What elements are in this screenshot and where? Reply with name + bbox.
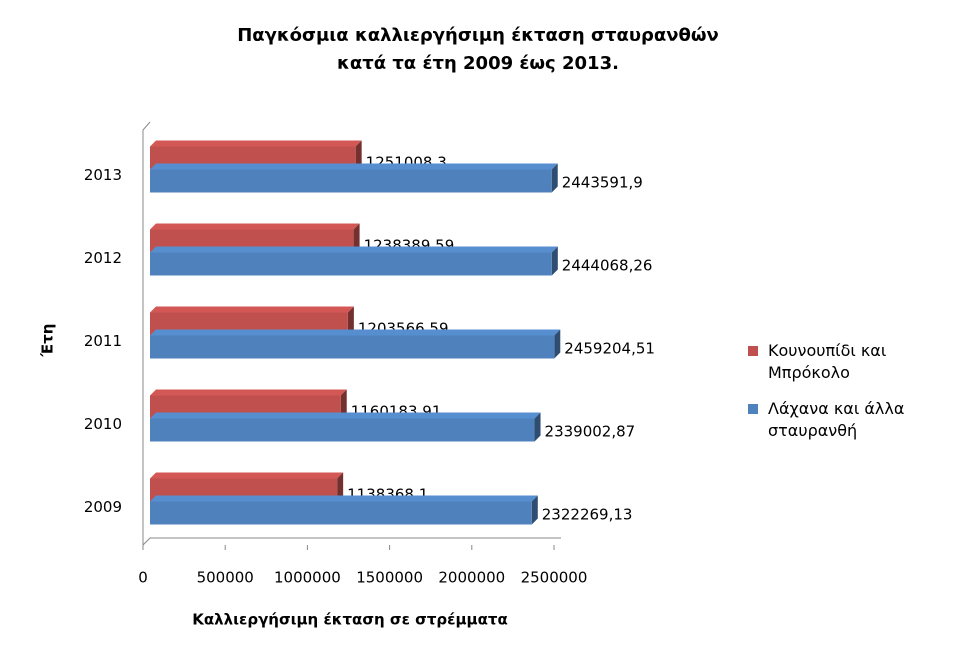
- y-tick-label: 2010: [84, 415, 122, 433]
- data-label: 2443591,9: [562, 174, 643, 192]
- bar-top: [150, 306, 354, 313]
- data-label: 2459204,51: [564, 340, 655, 358]
- bar-side: [355, 140, 362, 170]
- bar-side: [551, 246, 558, 276]
- bar-top: [150, 163, 558, 170]
- bar-side: [551, 163, 558, 193]
- axis-floor: [142, 537, 561, 546]
- legend-swatch: [748, 346, 758, 356]
- bar-side: [353, 223, 360, 253]
- y-tick-label: 2011: [84, 332, 122, 350]
- bar: [150, 252, 552, 276]
- bar-side: [534, 412, 541, 442]
- bar-top: [150, 329, 561, 336]
- legend: Κουνουπίδι και Μπρόκολο Λάχανα και άλλα σ…: [748, 340, 948, 456]
- bar-side: [337, 472, 344, 502]
- bar-top: [150, 472, 344, 479]
- legend-item: Κουνουπίδι και Μπρόκολο: [748, 340, 948, 384]
- bar-top: [150, 246, 558, 253]
- legend-item: Λάχανα και άλλα σταυρανθή: [748, 398, 948, 442]
- x-tick-label: 0: [138, 569, 148, 587]
- data-label: 2339002,87: [545, 423, 636, 441]
- chart-title: κατά τα έτη 2009 έως 2013.: [337, 53, 619, 74]
- bar-top: [150, 412, 541, 419]
- x-tick-label: 2000000: [438, 569, 505, 587]
- y-tick-label: 2013: [84, 166, 122, 184]
- bar-top: [150, 495, 538, 502]
- y-tick-label: 2009: [84, 498, 122, 516]
- bar: [150, 501, 532, 525]
- bar-top: [150, 389, 347, 396]
- bar: [150, 169, 552, 193]
- y-tick-label: 2012: [84, 249, 122, 267]
- bar-side: [531, 495, 538, 525]
- chart-title: Παγκόσμια καλλιεργήσιμη έκταση σταυρανθώ…: [237, 25, 719, 46]
- data-label: 2322269,13: [542, 506, 633, 524]
- x-tick-label: 500000: [197, 569, 254, 587]
- x-axis-title: Καλλιεργήσιμη έκταση σε στρέμματα: [192, 611, 508, 629]
- x-tick-label: 2500000: [521, 569, 588, 587]
- y-axis-title: Έτη: [39, 324, 57, 358]
- data-label: 2444068,26: [562, 257, 653, 275]
- x-tick-label: 1500000: [356, 569, 423, 587]
- bar: [150, 418, 535, 442]
- axis-wall: [142, 121, 151, 545]
- bar: [150, 335, 555, 359]
- legend-swatch: [748, 404, 758, 414]
- bar-top: [150, 140, 362, 147]
- bar-side: [347, 306, 354, 336]
- bar-top: [150, 223, 360, 230]
- x-tick-label: 1000000: [274, 569, 341, 587]
- bar-side: [340, 389, 347, 419]
- legend-label: Κουνουπίδι και Μπρόκολο: [768, 341, 887, 382]
- bar-side: [554, 329, 561, 359]
- legend-label: Λάχανα και άλλα σταυρανθή: [768, 399, 905, 440]
